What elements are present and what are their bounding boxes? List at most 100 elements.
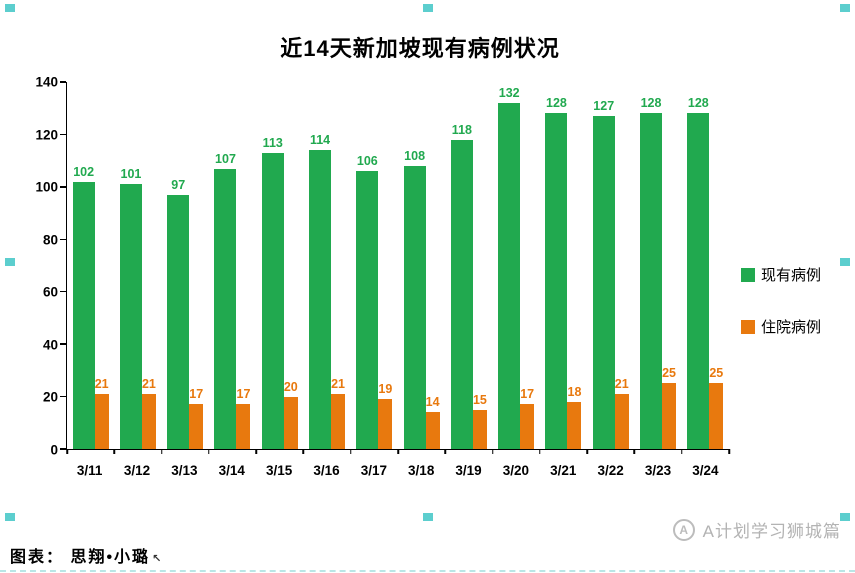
selection-handle[interactable]: [840, 4, 850, 12]
bar-existing-cases: 128: [640, 96, 663, 449]
legend-swatch-icon: [741, 319, 755, 334]
y-tick-mark: [60, 395, 66, 398]
x-axis-label: 3/24: [692, 463, 719, 478]
y-axis: 0 20 40 60 80 100 120 140: [16, 75, 60, 458]
bar-value-label: 21: [331, 376, 345, 391]
bar-hospitalized-cases: 19: [378, 382, 393, 449]
y-tick-label: 40: [42, 337, 58, 353]
bar-hospitalized-cases: 21: [94, 377, 109, 449]
x-axis-label: 3/23: [644, 463, 672, 478]
selection-handle[interactable]: [423, 4, 433, 12]
bar-value-label: 21: [614, 376, 629, 391]
bar-group: 128 18: [540, 82, 587, 449]
bar-group: 128 25: [682, 82, 729, 449]
y-tick-mark: [60, 343, 66, 345]
bar-existing-cases: 97: [167, 178, 190, 449]
selection-handle[interactable]: [5, 4, 15, 12]
x-axis-label: 3/20: [502, 463, 530, 478]
bar-group: 128 25: [634, 82, 681, 449]
x-axis-label: 3/12: [123, 463, 151, 478]
bar-group: 107 17: [209, 82, 256, 449]
bar-existing-cases: 101: [119, 167, 142, 449]
bar-hospitalized-cases: 17: [236, 387, 251, 449]
selection-handle[interactable]: [423, 513, 433, 521]
bar-value-label: 25: [662, 366, 676, 381]
bar-value-label: 25: [709, 366, 724, 381]
y-tick-mark: [60, 81, 66, 83]
watermark-logo-icon: A: [672, 518, 695, 541]
bar-value-label: 127: [593, 99, 615, 114]
legend-item: 现有病例: [741, 264, 821, 285]
legend: 现有病例住院病例: [741, 264, 821, 337]
bar-existing-cases: 132: [498, 86, 521, 449]
x-tick-mark: [66, 449, 68, 454]
x-axis-label: 3/14: [218, 463, 245, 478]
y-tick-label: 20: [42, 389, 58, 405]
bar-group: 114 21: [303, 82, 350, 449]
footer-caption: 图表： 思翔•小璐 ↖: [10, 543, 161, 567]
selection-handle[interactable]: [5, 258, 15, 266]
bar-hospitalized-cases: 21: [141, 377, 156, 449]
bar-value-label: 118: [451, 122, 472, 137]
bar-hospitalized-cases: 18: [567, 385, 582, 449]
x-tick-mark: [160, 449, 163, 454]
bar-existing-cases: 113: [261, 136, 284, 449]
x-axis-label: 3/22: [597, 463, 624, 478]
y-tick-label: 100: [35, 179, 58, 195]
cursor-icon: ↖: [152, 553, 162, 565]
x-axis-label: 3/13: [171, 463, 198, 478]
bar-existing-cases: 107: [214, 152, 237, 449]
selection-handle[interactable]: [5, 513, 15, 521]
bar-group: 127 21: [587, 82, 634, 449]
bar-existing-cases: 114: [309, 133, 332, 449]
bar-group: 118 15: [445, 82, 492, 449]
plot-area: 102 21 101 21 97 17 107 17 113 20 114 21 106 19 108 14 1…: [60, 81, 730, 454]
bar-group: 102 21: [67, 82, 114, 449]
bar-value-label: 128: [546, 96, 567, 111]
bar-value-label: 113: [262, 135, 283, 150]
legend-swatch-icon: [741, 267, 755, 282]
bar-value-label: 128: [687, 96, 709, 111]
bar-value-label: 107: [215, 151, 236, 166]
bar-value-label: 18: [567, 384, 582, 399]
x-tick-mark: [491, 449, 494, 454]
legend-item: 住院病例: [741, 316, 821, 337]
bar-value-label: 97: [171, 177, 186, 192]
bar-hospitalized-cases: 21: [614, 377, 629, 449]
bar-value-label: 17: [236, 387, 251, 402]
x-tick-mark: [208, 449, 210, 454]
bar-value-label: 101: [120, 167, 142, 182]
x-axis-label: 3/17: [360, 463, 387, 478]
bar-value-label: 20: [283, 379, 298, 394]
bar-hospitalized-cases: 14: [425, 395, 440, 449]
bar-value-label: 132: [498, 85, 520, 100]
bar-value-label: 17: [520, 387, 535, 402]
chart-title: 近14天新加坡现有病例状况: [280, 36, 560, 61]
x-tick-mark: [255, 449, 257, 454]
bar-group: 132 17: [493, 82, 540, 449]
y-tick-mark: [60, 448, 66, 450]
selection-handle[interactable]: [840, 258, 850, 266]
x-tick-mark: [728, 449, 730, 454]
bar-value-label: 108: [404, 148, 426, 163]
legend-label: 住院病例: [761, 319, 822, 336]
watermark-text: A计划学习狮城篇: [702, 522, 841, 541]
x-tick-mark: [444, 449, 447, 454]
bar-value-label: 17: [189, 387, 204, 402]
bar-hospitalized-cases: 21: [331, 377, 346, 449]
bar-existing-cases: 108: [403, 149, 426, 449]
watermark: A A计划学习狮城篇: [672, 517, 841, 542]
bar-value-label: 14: [425, 395, 440, 410]
x-axis: 3/11 3/12 3/13 3/14 3/15 3/16 3/17 3/18 3/19 3/20…: [66, 463, 729, 478]
bar-hospitalized-cases: 20: [283, 380, 298, 449]
x-tick-mark: [397, 449, 399, 454]
caption-text: 图表： 思翔•小璐: [10, 549, 151, 566]
selection-handle[interactable]: [840, 513, 850, 521]
x-tick-mark: [586, 449, 588, 454]
x-axis-label: 3/15: [265, 463, 293, 478]
bar-hospitalized-cases: 17: [520, 387, 535, 449]
bar-existing-cases: 106: [356, 154, 379, 449]
x-axis-label: 3/21: [550, 463, 577, 478]
bar-group: 97 17: [162, 82, 209, 449]
bar-hospitalized-cases: 15: [472, 393, 487, 449]
